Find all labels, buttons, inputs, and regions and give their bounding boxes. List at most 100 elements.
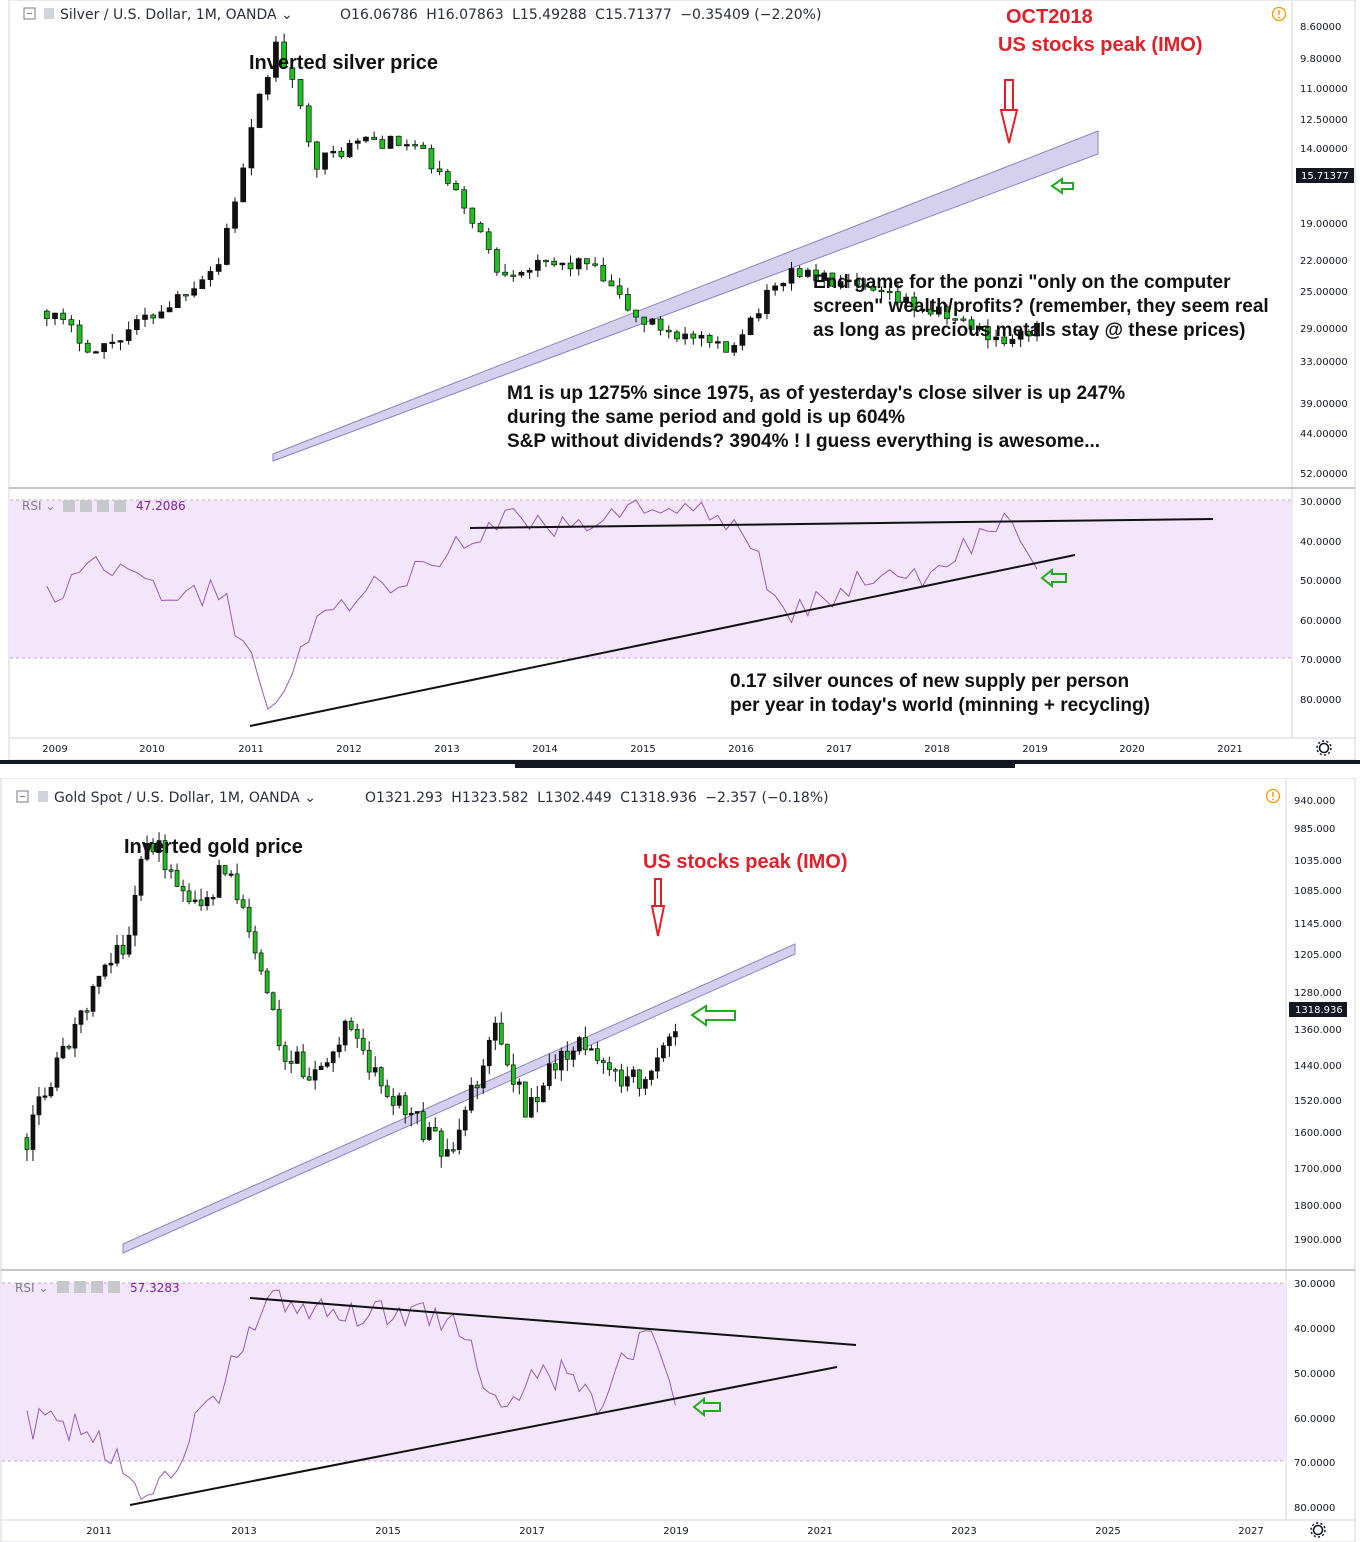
chevron-down-icon[interactable]: ⌄	[42, 499, 56, 513]
silver-year-tick[interactable]: 2019	[1022, 744, 1047, 755]
candle-body	[371, 136, 377, 140]
close-icon[interactable]	[108, 1281, 120, 1293]
gold-year-tick[interactable]: 2019	[663, 1526, 688, 1537]
candle-body	[559, 262, 566, 266]
candle-body	[354, 1028, 360, 1039]
low-label: L	[512, 7, 520, 23]
candle-body	[633, 309, 639, 318]
candle-body	[232, 201, 238, 229]
candle-body	[504, 1043, 510, 1066]
gold-chart[interactable]: Gold Spot / U.S. Dollar, 1M, OANDA ⌄ O13…	[0, 778, 1360, 1542]
candle-body	[114, 944, 120, 964]
svg-text:O16.06786 H16.07863: O16.06786 H16.07863 L15.49288 C15.71377 …	[340, 7, 821, 23]
silver-year-tick[interactable]: 2011	[238, 744, 263, 755]
candle-body	[48, 1086, 54, 1097]
candle-body	[84, 342, 91, 353]
silver-price-tick: 14.00000	[1300, 144, 1348, 155]
candle-body	[952, 318, 959, 321]
gold-year-tick[interactable]: 2011	[86, 1526, 111, 1537]
gold-rsi-top-trendline	[249, 1297, 857, 1346]
candle-body	[270, 992, 276, 1010]
silver-chart[interactable]: Silver / U.S. Dollar, 1M, OANDA ⌄ O16.06…	[0, 0, 1360, 760]
gold-year-tick[interactable]: 2015	[375, 1526, 400, 1537]
candle-body	[886, 290, 893, 294]
collapse-icon[interactable]	[16, 790, 29, 803]
gold-year-tick[interactable]: 2017	[519, 1526, 544, 1537]
candle-body	[854, 279, 860, 286]
gold-year-tick[interactable]: 2023	[951, 1526, 976, 1537]
visibility-icon[interactable]	[63, 500, 75, 512]
candle-body	[384, 1085, 390, 1097]
collapse-icon[interactable]	[23, 7, 36, 20]
candle-body	[526, 270, 533, 273]
silver-year-tick[interactable]: 2021	[1217, 744, 1242, 755]
silver-year-tick[interactable]: 2015	[630, 744, 655, 755]
candle-body	[256, 93, 263, 128]
candle-body	[661, 1045, 666, 1059]
candle-body	[993, 336, 999, 341]
chevron-down-icon[interactable]: ⌄	[35, 1281, 49, 1295]
silver-rsi-tick: 50.0000	[1300, 576, 1341, 587]
more-icon[interactable]	[91, 1281, 103, 1293]
candle-body	[378, 1067, 384, 1087]
silver-year-tick[interactable]: 2017	[826, 744, 851, 755]
candle-body	[215, 264, 222, 272]
candle-body	[108, 962, 114, 966]
supply-note-line-1: 0.17 silver ounces of new supply per per…	[730, 671, 1129, 692]
silver-year-tick[interactable]: 2014	[532, 744, 557, 755]
chevron-down-icon[interactable]: ⌄	[300, 790, 316, 806]
silver-candles	[43, 33, 1040, 359]
gold-symbol[interactable]: Gold Spot / U.S. Dollar, 1M, OANDA	[54, 790, 300, 806]
candle-body	[657, 318, 664, 331]
gold-year-tick[interactable]: 2021	[807, 1526, 832, 1537]
gear-icon[interactable]	[1316, 740, 1332, 756]
candle-body	[438, 1130, 444, 1157]
silver-year-tick[interactable]: 2020	[1119, 744, 1144, 755]
silver-year-tick[interactable]: 2012	[336, 744, 361, 755]
gold-rsi-label[interactable]: RSI	[15, 1281, 35, 1295]
candle-body	[543, 259, 549, 263]
candle-body	[944, 306, 950, 320]
candle-body	[1025, 331, 1032, 337]
candle-body	[641, 316, 648, 325]
silver-year-tick[interactable]: 2009	[42, 744, 67, 755]
silver-year-tick[interactable]: 2016	[728, 744, 753, 755]
silver-symbol[interactable]: Silver / U.S. Dollar, 1M, OANDA	[60, 7, 277, 23]
gold-year-tick[interactable]: 2025	[1095, 1526, 1120, 1537]
candle-body	[102, 964, 108, 977]
silver-rsi-tick: 80.0000	[1300, 695, 1341, 706]
candle-body	[690, 333, 697, 339]
settings-icon[interactable]	[80, 500, 92, 512]
candle-body	[336, 1044, 342, 1053]
close-icon[interactable]	[114, 500, 126, 512]
settings-icon[interactable]	[74, 1281, 86, 1293]
candle-body	[420, 1111, 426, 1140]
candle-body	[461, 189, 468, 209]
silver-year-tick[interactable]: 2010	[139, 744, 164, 755]
gold-price-axis: 940.000 985.000 1035.000 1085.000 1145.000 12…	[1294, 796, 1342, 1246]
chevron-down-icon[interactable]: ⌄	[277, 7, 293, 23]
candle-body	[150, 314, 157, 319]
alert-icon[interactable]	[1271, 6, 1287, 22]
silver-rsi-label[interactable]: RSI	[22, 499, 42, 513]
visibility-icon[interactable]	[57, 1281, 69, 1293]
candle-body	[584, 258, 590, 265]
high-label: H	[451, 790, 462, 806]
candle-body	[870, 286, 877, 291]
candle-body	[485, 231, 492, 250]
candle-body	[502, 271, 508, 276]
candle-body	[133, 319, 140, 331]
silver-year-tick[interactable]: 2018	[924, 744, 949, 755]
gear-icon[interactable]	[1310, 1522, 1326, 1538]
candle-body	[348, 1020, 354, 1030]
candle-body	[84, 1010, 90, 1013]
candle-body	[414, 1111, 420, 1114]
silver-year-tick[interactable]: 2013	[434, 744, 459, 755]
gold-year-tick[interactable]: 2013	[231, 1526, 256, 1537]
candle-body	[288, 1061, 294, 1064]
alert-icon[interactable]	[1265, 788, 1281, 804]
gold-year-tick[interactable]: 2027	[1238, 1526, 1263, 1537]
more-icon[interactable]	[97, 500, 109, 512]
candle-body	[93, 351, 99, 354]
candle-body	[412, 144, 418, 147]
